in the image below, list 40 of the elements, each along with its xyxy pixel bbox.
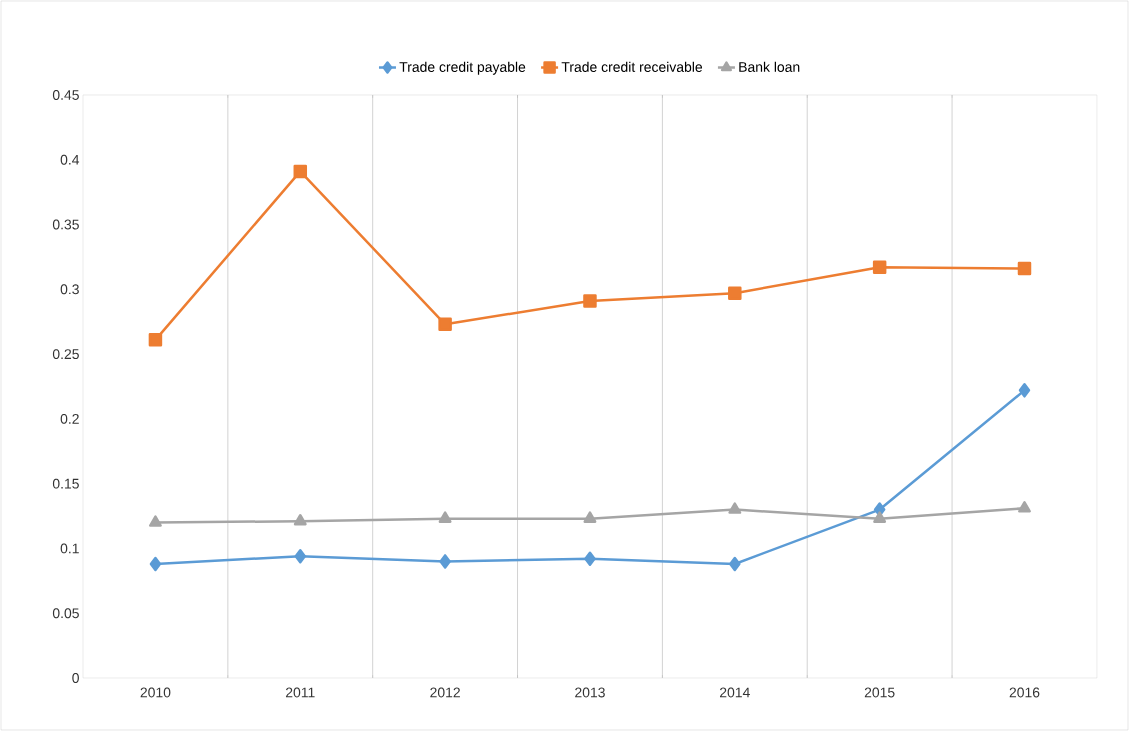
point [1018, 501, 1031, 513]
y-tick-label: 0.2 [60, 413, 79, 424]
x-tick-label: 2014 [719, 687, 750, 698]
point [148, 333, 163, 347]
point [148, 515, 162, 527]
y-tick-label: 0.25 [52, 349, 79, 360]
point [728, 502, 742, 514]
point [583, 294, 597, 308]
point [294, 548, 307, 564]
y-tick-label: 0.3 [60, 284, 79, 295]
point [872, 260, 887, 275]
x-tick-label: 2016 [1009, 687, 1040, 698]
y-tick-label: 0.05 [52, 608, 79, 619]
y-tick-label: 0.15 [52, 478, 79, 489]
point [584, 551, 596, 567]
x-tick-label: 2011 [285, 687, 315, 698]
point [438, 317, 452, 332]
legend-label: Bank loan [739, 61, 800, 72]
point [729, 556, 741, 572]
point [293, 513, 307, 526]
legend-label: Trade credit receivable [561, 61, 703, 72]
point [1017, 261, 1032, 276]
point [583, 511, 597, 523]
y-tick-label: 0.35 [52, 219, 79, 230]
x-tick-label: 2013 [575, 687, 605, 698]
point [149, 556, 162, 572]
y-tick-label: 0 [72, 673, 79, 683]
y-tick-label: 0.45 [52, 90, 79, 100]
point [728, 286, 742, 300]
point [873, 511, 887, 523]
point [1018, 383, 1031, 398]
x-tick-label: 2010 [140, 687, 171, 698]
y-tick-label: 0.1 [60, 543, 79, 554]
point [439, 554, 451, 569]
x-tick-label: 2012 [430, 687, 460, 698]
y-tick-label: 0.4 [60, 154, 80, 165]
legend-label: Trade credit payable [399, 61, 526, 75]
x-tick-label: 2015 [864, 687, 895, 698]
point [438, 511, 452, 523]
point [293, 164, 308, 179]
